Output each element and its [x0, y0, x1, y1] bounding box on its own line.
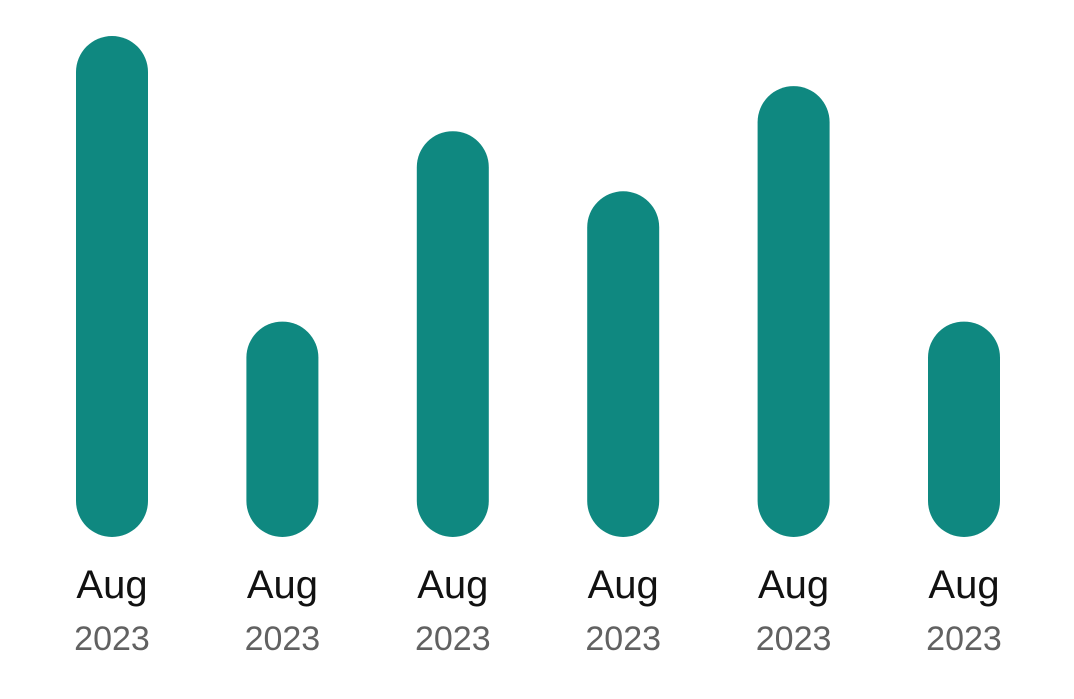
x-tick-year-label: 2023	[74, 620, 150, 658]
x-tick-year-label: 2023	[415, 620, 491, 658]
x-tick-month-label: Aug	[76, 563, 147, 607]
bar-3	[416, 131, 489, 537]
x-tick-year-label: 2023	[926, 620, 1002, 658]
x-tick-month-label: Aug	[417, 563, 488, 607]
x-tick-month-label: Aug	[758, 563, 829, 607]
x-tick-month-label: Aug	[928, 563, 999, 607]
x-tick-month-label: Aug	[247, 563, 318, 607]
bar-2	[246, 321, 319, 537]
x-tick-year-label: 2023	[245, 620, 321, 658]
bar-4	[587, 191, 660, 537]
bar-5	[757, 86, 830, 537]
x-tick-year-label: 2023	[585, 620, 661, 658]
x-tick-year-label: 2023	[756, 620, 832, 658]
bar-6	[928, 321, 1000, 537]
x-tick-month-label: Aug	[588, 563, 659, 607]
bar-1	[76, 36, 148, 537]
